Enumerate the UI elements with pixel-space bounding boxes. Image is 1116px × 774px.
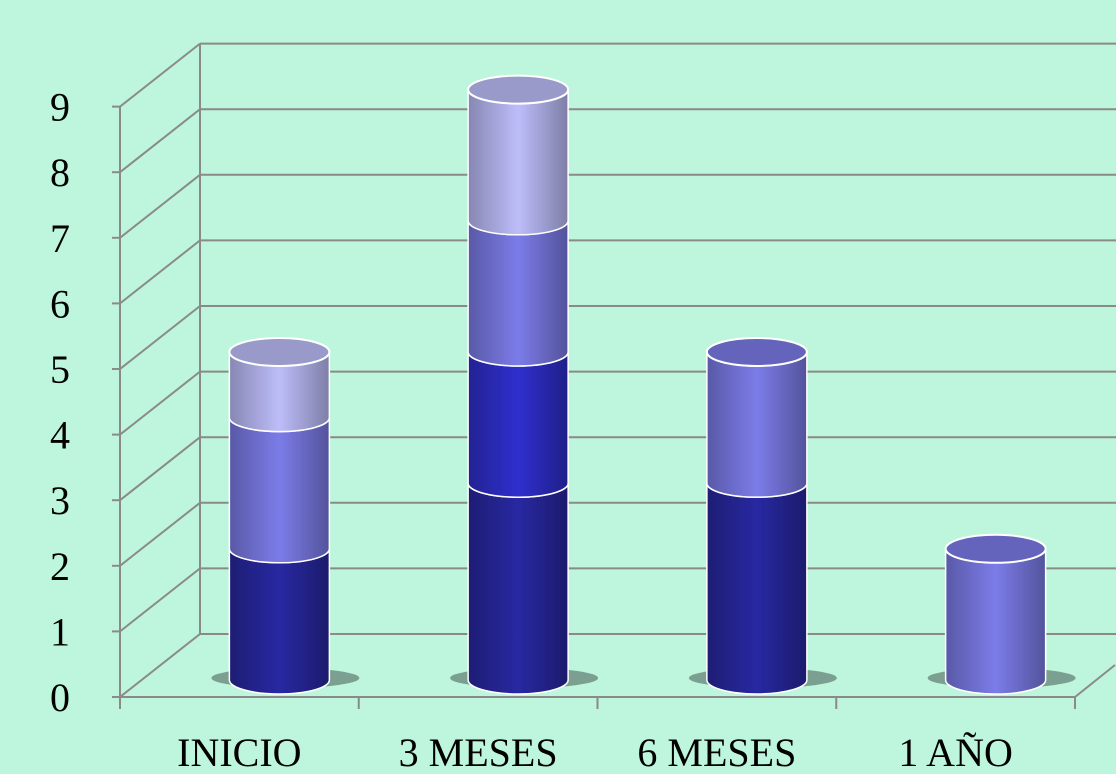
y-tick-label: 6: [50, 281, 70, 326]
gridline-diagonal: [119, 436, 201, 501]
bar-segment: [706, 351, 808, 498]
bar-segment: [467, 89, 569, 236]
bar-top-cap: [228, 337, 331, 367]
bars: [211, 74, 1076, 695]
gridline-diagonal: [119, 174, 201, 239]
bar-segment: [467, 220, 569, 367]
gridline-diagonal: [119, 567, 201, 633]
gridline-diagonal: [119, 42, 201, 108]
y-tick-label: 9: [50, 85, 70, 130]
y-tick-label: 7: [50, 216, 70, 261]
y-tick-label: 8: [50, 150, 70, 195]
y-tick-label: 0: [50, 675, 70, 720]
bar-stack: [927, 533, 1076, 695]
gridline-diagonal: [119, 108, 201, 173]
bar-top-cap: [944, 533, 1047, 564]
gridline-diagonal: [119, 502, 201, 567]
gridline-diagonal: [119, 370, 201, 436]
bar-stack: [688, 337, 837, 695]
floor-right-edge: [1074, 664, 1116, 698]
gridlines: [119, 42, 1116, 698]
bar-stack: [211, 337, 360, 695]
bar-top-cap: [705, 337, 808, 367]
x-tick-labels: INICIO 3 MESES 6 MESES 1 AÑO: [177, 730, 1013, 774]
x-tick-label: INICIO: [177, 730, 301, 774]
bar-segment: [467, 483, 569, 695]
y-tick-label: 5: [50, 347, 70, 392]
bar-segment: [944, 548, 1047, 695]
y-tick-label: 1: [50, 609, 70, 654]
y-tick-label: 2: [50, 544, 70, 589]
y-tick-labels: 0 1 2 3 4 5 6 7 8 9: [50, 85, 70, 720]
x-tick-label: 6 MESES: [637, 730, 796, 774]
x-tick-label: 1 AÑO: [898, 730, 1012, 774]
x-tick-label: 3 MESES: [399, 730, 558, 774]
y-tick-label: 4: [50, 413, 70, 458]
bar-segment: [228, 417, 331, 564]
bar-segment: [467, 351, 569, 498]
gridline-diagonal: [119, 633, 201, 698]
bar-stack: [450, 74, 599, 695]
gridline-diagonal: [119, 305, 201, 370]
axes: [112, 43, 1116, 709]
bar-segment: [706, 483, 808, 695]
gridline-diagonal: [119, 239, 201, 305]
bar-top-cap: [467, 74, 570, 105]
bar-segment: [228, 548, 331, 695]
y-tick-label: 3: [50, 478, 70, 523]
